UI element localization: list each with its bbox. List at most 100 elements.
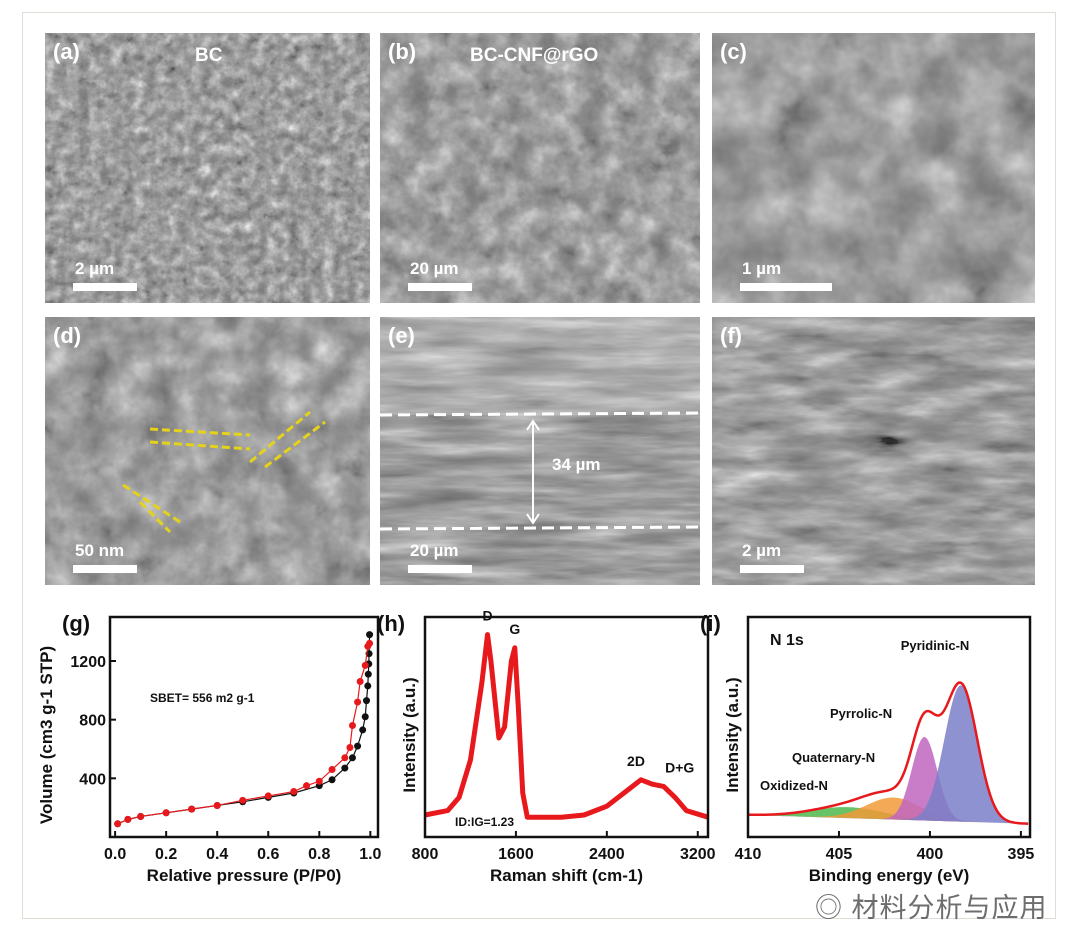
data-point bbox=[359, 726, 367, 734]
panel-label: (d) bbox=[53, 323, 82, 348]
y-tick-label: 800 bbox=[79, 713, 106, 730]
envelope-fit bbox=[747, 681, 1029, 825]
data-point bbox=[328, 766, 336, 774]
micrograph-f: (f) 2 µm bbox=[712, 317, 1035, 585]
data-point bbox=[188, 805, 196, 813]
data-point bbox=[341, 764, 349, 772]
component-label: Oxidized-N bbox=[760, 778, 828, 793]
panel-label: (f) bbox=[720, 323, 742, 348]
x-tick-label: 0.8 bbox=[308, 846, 330, 863]
bet-annotation: SBET= 556 m2 g-1 bbox=[150, 691, 255, 705]
chart-title: N 1s bbox=[770, 632, 804, 649]
chart-label: (i) bbox=[700, 611, 721, 636]
peak-label: D+G bbox=[665, 759, 694, 775]
data-point bbox=[348, 722, 356, 730]
scale-bar bbox=[740, 283, 832, 291]
scale-bar bbox=[740, 565, 804, 573]
micrograph-d: (d) 50 nm bbox=[45, 317, 370, 585]
x-tick-label: 1.0 bbox=[359, 846, 381, 863]
data-point bbox=[239, 796, 247, 804]
scale-bar-label: 1 µm bbox=[742, 259, 782, 278]
panel-label: (e) bbox=[388, 323, 415, 348]
data-point bbox=[124, 815, 132, 823]
scale-bar bbox=[408, 565, 472, 573]
panel-label: (a) bbox=[53, 39, 80, 64]
x-tick-label: 3200 bbox=[680, 846, 716, 863]
peak-label: G bbox=[509, 621, 520, 637]
intensity-ratio: ID:IG=1.23 bbox=[455, 815, 514, 829]
x-tick-label: 410 bbox=[735, 846, 762, 863]
thickness-label: 34 µm bbox=[552, 455, 601, 474]
x-tick-label: 400 bbox=[917, 846, 944, 863]
plot-frame bbox=[108, 615, 380, 839]
x-tick-label: 2400 bbox=[589, 846, 625, 863]
y-axis-label: Intensity (a.u.) bbox=[400, 677, 419, 792]
x-tick-label: 395 bbox=[1008, 846, 1035, 863]
scale-bar-label: 2 µm bbox=[75, 259, 115, 278]
peak-label: D bbox=[482, 608, 492, 624]
micrograph-e: (e) 34 µm 20 µm bbox=[380, 317, 700, 585]
y-tick-label: 400 bbox=[79, 771, 106, 788]
x-tick-label: 0.6 bbox=[257, 846, 279, 863]
watermark: ◎ 材料分析与应用 bbox=[815, 893, 1048, 923]
x-axis-label: Raman shift (cm-1) bbox=[490, 866, 643, 885]
raman-spectrum bbox=[424, 632, 709, 820]
data-point bbox=[366, 631, 374, 639]
data-point bbox=[290, 788, 298, 796]
data-point bbox=[364, 642, 372, 650]
x-axis-label: Binding energy (eV) bbox=[809, 866, 970, 885]
scale-bar bbox=[73, 283, 137, 291]
y-tick-label: 1200 bbox=[70, 654, 106, 671]
x-axis-label: Relative pressure (P/P0) bbox=[147, 866, 342, 885]
chart-label: (g) bbox=[62, 611, 90, 636]
panel-label: (b) bbox=[388, 39, 417, 64]
plot-frame bbox=[423, 615, 710, 839]
component-peak bbox=[748, 685, 1030, 824]
plot-frame bbox=[746, 615, 1032, 839]
peak-label: 2D bbox=[627, 753, 645, 769]
data-point bbox=[341, 754, 349, 762]
data-point bbox=[114, 820, 122, 828]
panel-title: BC bbox=[195, 45, 223, 66]
figure-frame bbox=[22, 12, 1056, 919]
data-point bbox=[328, 776, 336, 784]
data-point bbox=[363, 697, 371, 705]
x-tick-label: 0.0 bbox=[104, 846, 126, 863]
x-tick-label: 800 bbox=[412, 846, 439, 863]
component-label: Quaternary-N bbox=[792, 750, 875, 765]
data-point bbox=[354, 742, 362, 750]
scale-bar bbox=[408, 283, 472, 291]
data-point bbox=[364, 670, 372, 678]
y-axis-label: Intensity (a.u.) bbox=[723, 677, 742, 792]
data-point bbox=[213, 801, 221, 809]
micrograph-c: (c) 1 µm bbox=[712, 33, 1035, 303]
x-tick-label: 1600 bbox=[498, 846, 534, 863]
micrograph-a: (a) BC 2 µm bbox=[45, 33, 370, 303]
component-label: Pyrrolic-N bbox=[830, 706, 892, 721]
data-point bbox=[315, 777, 323, 785]
x-tick-label: 0.2 bbox=[155, 846, 177, 863]
scale-bar-label: 2 µm bbox=[742, 541, 782, 560]
component-peak bbox=[748, 797, 1030, 824]
data-point bbox=[162, 809, 170, 817]
scale-bar bbox=[73, 565, 137, 573]
panel-title: BC-CNF@rGO bbox=[470, 45, 599, 66]
panel-label: (c) bbox=[720, 39, 747, 64]
component-label: Pyridinic-N bbox=[901, 638, 970, 653]
data-point bbox=[354, 698, 362, 706]
data-point bbox=[364, 682, 372, 690]
data-point bbox=[356, 678, 364, 686]
data-point bbox=[303, 782, 311, 790]
y-axis-label: Volume (cm3 g-1 STP) bbox=[37, 646, 56, 824]
data-point bbox=[346, 744, 354, 752]
scale-bar-label: 20 µm bbox=[410, 259, 459, 278]
x-tick-label: 0.4 bbox=[206, 846, 228, 863]
x-tick-label: 405 bbox=[826, 846, 853, 863]
scale-bar-label: 50 nm bbox=[75, 541, 125, 560]
chart-label: (h) bbox=[377, 611, 405, 636]
data-point bbox=[348, 754, 356, 762]
